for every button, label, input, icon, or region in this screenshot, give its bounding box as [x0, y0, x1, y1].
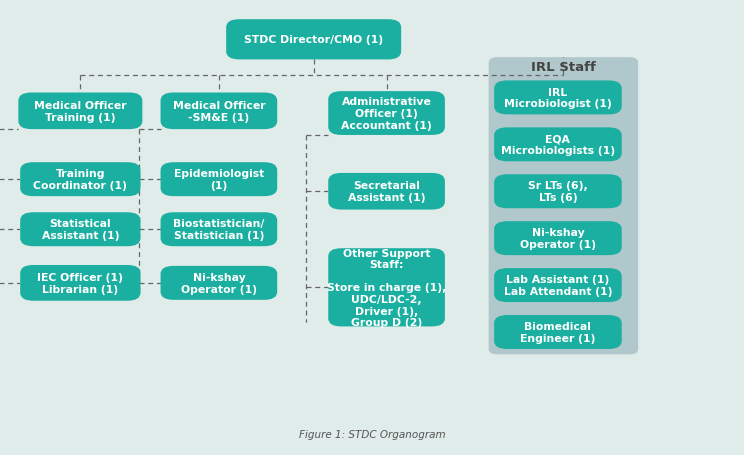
FancyBboxPatch shape — [494, 315, 622, 349]
FancyBboxPatch shape — [494, 81, 622, 115]
FancyBboxPatch shape — [20, 265, 141, 301]
FancyBboxPatch shape — [494, 175, 622, 209]
Text: Biomedical
Engineer (1): Biomedical Engineer (1) — [520, 322, 596, 343]
FancyBboxPatch shape — [20, 163, 141, 197]
FancyBboxPatch shape — [494, 268, 622, 303]
FancyBboxPatch shape — [20, 213, 141, 247]
Text: Secretarial
Assistant (1): Secretarial Assistant (1) — [348, 181, 426, 202]
FancyBboxPatch shape — [161, 163, 278, 197]
Text: Sr LTs (6),
LTs (6): Sr LTs (6), LTs (6) — [528, 181, 588, 202]
FancyBboxPatch shape — [19, 93, 142, 130]
Text: IRL Staff: IRL Staff — [530, 61, 595, 73]
Text: Statistical
Assistant (1): Statistical Assistant (1) — [42, 219, 119, 241]
Text: Figure 1: STDC Organogram: Figure 1: STDC Organogram — [298, 430, 446, 440]
Text: Medical Officer
-SM&E (1): Medical Officer -SM&E (1) — [173, 101, 265, 122]
FancyBboxPatch shape — [494, 222, 622, 256]
Text: Other Support
Staff:

Store in charge (1),
UDC/LDC-2,
Driver (1),
Group D (2): Other Support Staff: Store in charge (1)… — [327, 248, 446, 328]
FancyBboxPatch shape — [328, 173, 445, 210]
FancyBboxPatch shape — [328, 92, 445, 136]
FancyBboxPatch shape — [161, 93, 278, 130]
Text: EQA
Microbiologists (1): EQA Microbiologists (1) — [501, 134, 615, 156]
Text: Epidemiologist
(1): Epidemiologist (1) — [174, 169, 264, 191]
Text: IEC Officer (1)
Librarian (1): IEC Officer (1) Librarian (1) — [37, 273, 124, 294]
FancyBboxPatch shape — [489, 58, 638, 354]
FancyBboxPatch shape — [161, 213, 278, 247]
Text: Biostatistician/
Statistician (1): Biostatistician/ Statistician (1) — [173, 219, 265, 241]
Text: Lab Assistant (1)
Lab Attendant (1): Lab Assistant (1) Lab Attendant (1) — [504, 275, 612, 296]
FancyBboxPatch shape — [328, 249, 445, 327]
Text: Medical Officer
Training (1): Medical Officer Training (1) — [34, 101, 126, 122]
Text: Ni-kshay
Operator (1): Ni-kshay Operator (1) — [181, 273, 257, 294]
FancyBboxPatch shape — [494, 128, 622, 162]
Text: Training
Coordinator (1): Training Coordinator (1) — [33, 169, 127, 191]
Text: Ni-kshay
Operator (1): Ni-kshay Operator (1) — [520, 228, 596, 249]
Text: STDC Director/CMO (1): STDC Director/CMO (1) — [244, 35, 383, 45]
Text: Administrative
Officer (1)
Accountant (1): Administrative Officer (1) Accountant (1… — [341, 97, 432, 131]
FancyBboxPatch shape — [161, 266, 278, 300]
Text: IRL
Microbiologist (1): IRL Microbiologist (1) — [504, 87, 612, 109]
FancyBboxPatch shape — [226, 20, 401, 61]
